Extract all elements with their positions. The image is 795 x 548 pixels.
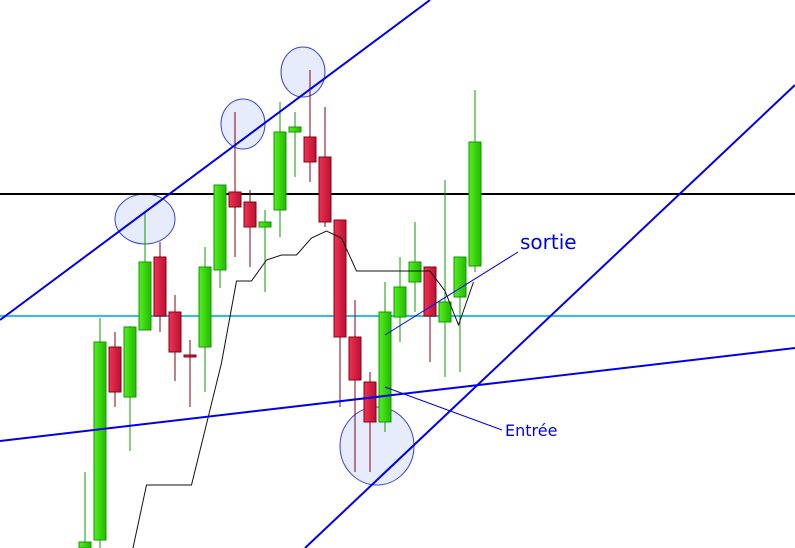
bearish-candle bbox=[348, 336, 362, 381]
bearish-candle bbox=[423, 266, 437, 317]
bearish-candle bbox=[243, 201, 257, 228]
bearish-candle bbox=[153, 256, 167, 317]
upper-trendline bbox=[0, 0, 431, 321]
bullish-candle bbox=[408, 261, 422, 283]
bullish-candle bbox=[258, 221, 272, 228]
highlight-circle bbox=[280, 46, 326, 98]
lower-trendline bbox=[0, 347, 795, 442]
bullish-candle bbox=[393, 286, 407, 318]
bullish-candle bbox=[78, 541, 92, 548]
channel-trendline bbox=[304, 84, 795, 548]
bearish-candle bbox=[363, 381, 377, 423]
exit-pointer-line bbox=[384, 251, 519, 336]
bullish-candle bbox=[378, 311, 392, 423]
bearish-candle bbox=[318, 156, 332, 223]
highlight-circle bbox=[339, 406, 415, 486]
bullish-candle bbox=[93, 341, 107, 541]
bullish-candle bbox=[138, 261, 152, 331]
bullish-candle bbox=[288, 126, 302, 133]
bearish-candle bbox=[303, 136, 317, 163]
candles bbox=[78, 70, 482, 548]
bullish-candle bbox=[453, 256, 467, 298]
bullish-candle bbox=[438, 301, 452, 323]
bullish-candle bbox=[468, 141, 482, 267]
exit-label: sortie bbox=[520, 230, 577, 254]
bullish-candle bbox=[198, 266, 212, 348]
entry-pointer-line bbox=[384, 386, 503, 431]
bearish-candle bbox=[228, 191, 242, 208]
bearish-candle bbox=[333, 219, 347, 338]
bullish-candle bbox=[273, 131, 287, 211]
bearish-candle bbox=[108, 346, 122, 393]
bearish-candle bbox=[168, 311, 182, 353]
indicator-line bbox=[132, 230, 474, 548]
entry-label: Entrée bbox=[505, 421, 557, 440]
bearish-candle bbox=[183, 354, 197, 358]
bullish-candle bbox=[213, 184, 227, 271]
highlight-circle bbox=[220, 98, 266, 150]
bullish-candle bbox=[123, 326, 137, 398]
